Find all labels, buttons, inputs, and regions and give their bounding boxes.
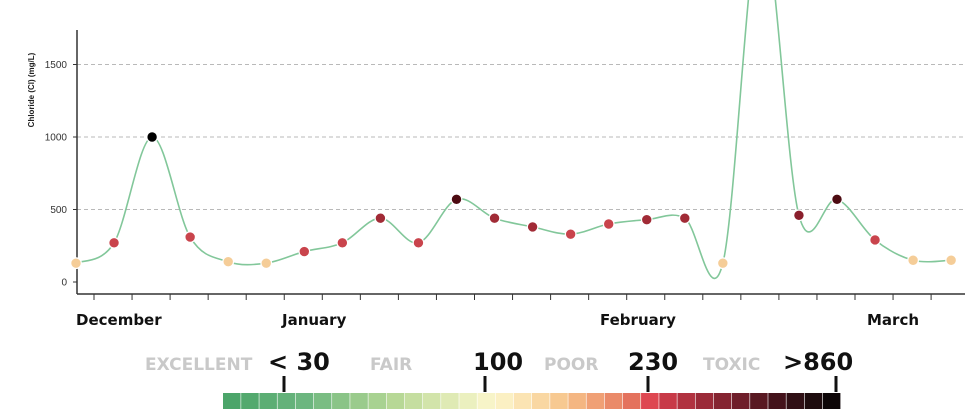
- legend-threshold-marker: [483, 376, 487, 392]
- legend-color-scale: [223, 393, 841, 409]
- y-axis-label: Chloride (Cl) (mg/L): [27, 52, 36, 127]
- legend-category: TOXIC: [703, 355, 760, 375]
- legend-swatch: [532, 393, 550, 409]
- legend-thresholds: < 30 100 230 >860: [268, 348, 853, 392]
- legend-swatch: [804, 393, 823, 409]
- data-point: [526, 220, 539, 233]
- legend-swatch: [513, 393, 532, 409]
- legend-swatch: [223, 393, 241, 409]
- legend-threshold: 230: [628, 348, 678, 376]
- legend-swatch: [586, 393, 605, 409]
- y-tick-label: 1000: [45, 133, 68, 144]
- data-point: [184, 231, 197, 243]
- legend-swatch: [459, 393, 477, 409]
- data-point: [488, 212, 501, 225]
- legend-swatch: [277, 393, 296, 409]
- legend-swatch: [786, 393, 805, 409]
- legend-swatch: [604, 393, 623, 409]
- legend-swatch: [295, 393, 314, 409]
- data-point: [336, 236, 349, 249]
- quality-legend: EXCELLENT FAIR POOR TOXIC < 30 100 230 >860: [145, 348, 853, 409]
- legend-swatch: [477, 393, 496, 409]
- legend-categories: EXCELLENT FAIR POOR TOXIC: [145, 355, 760, 375]
- legend-threshold: >860: [783, 348, 853, 376]
- data-point: [793, 209, 805, 222]
- data-point: [70, 257, 82, 270]
- data-point: [374, 212, 387, 225]
- legend-swatch: [241, 393, 259, 409]
- data-points: [70, 131, 958, 270]
- data-point: [907, 254, 919, 267]
- data-point: [108, 236, 120, 249]
- legend-threshold: 100: [473, 348, 523, 376]
- data-point: [450, 193, 463, 206]
- legend-swatch: [731, 393, 750, 409]
- month-label: March: [867, 311, 919, 329]
- legend-swatch: [550, 393, 568, 409]
- legend-swatch: [641, 393, 659, 409]
- legend-threshold-marker: [646, 376, 650, 392]
- legend-swatch: [259, 393, 277, 409]
- data-point: [564, 228, 577, 241]
- data-point: [146, 131, 159, 143]
- data-point: [412, 236, 425, 249]
- data-point: [222, 255, 235, 268]
- month-labels: December January February March: [76, 311, 919, 329]
- gridlines: [77, 64, 963, 210]
- data-point: [640, 213, 653, 226]
- data-point: [831, 193, 843, 206]
- legend-swatch: [568, 393, 586, 409]
- y-tick-label: 1500: [45, 60, 68, 71]
- legend-swatch: [422, 393, 441, 409]
- data-point: [678, 212, 691, 225]
- y-tick-labels: 050010001500200025003000: [45, 60, 77, 289]
- legend-swatch: [750, 393, 768, 409]
- month-label: February: [600, 311, 676, 329]
- data-point: [716, 257, 729, 270]
- data-point: [602, 218, 615, 230]
- legend-swatch: [386, 393, 405, 409]
- legend-swatch: [495, 393, 514, 409]
- legend-swatch: [313, 393, 332, 409]
- month-label: January: [281, 311, 347, 329]
- legend-category: POOR: [544, 355, 598, 375]
- month-label: December: [76, 311, 162, 329]
- legend-swatch: [404, 393, 423, 409]
- data-point: [260, 257, 273, 270]
- legend-threshold-marker: [834, 376, 838, 392]
- legend-swatch: [622, 393, 641, 409]
- legend-threshold-marker: [282, 376, 286, 392]
- legend-swatch: [368, 393, 386, 409]
- legend-threshold: < 30: [268, 348, 330, 376]
- y-tick-label: 0: [61, 278, 67, 289]
- legend-swatch: [713, 393, 732, 409]
- legend-swatch: [695, 393, 714, 409]
- legend-swatch: [768, 393, 786, 409]
- legend-category: EXCELLENT: [145, 355, 253, 375]
- legend-swatch: [441, 393, 459, 409]
- legend-swatch: [677, 393, 695, 409]
- y-tick-label: 500: [50, 205, 67, 216]
- data-point: [298, 245, 311, 258]
- legend-swatch: [350, 393, 368, 409]
- legend-swatch: [332, 393, 350, 409]
- axes: [76, 30, 965, 300]
- data-point: [869, 234, 881, 246]
- data-point: [945, 254, 958, 267]
- series-line: [75, 0, 952, 280]
- legend-category: FAIR: [370, 355, 412, 375]
- legend-swatch: [659, 393, 677, 409]
- legend-swatch: [822, 393, 841, 409]
